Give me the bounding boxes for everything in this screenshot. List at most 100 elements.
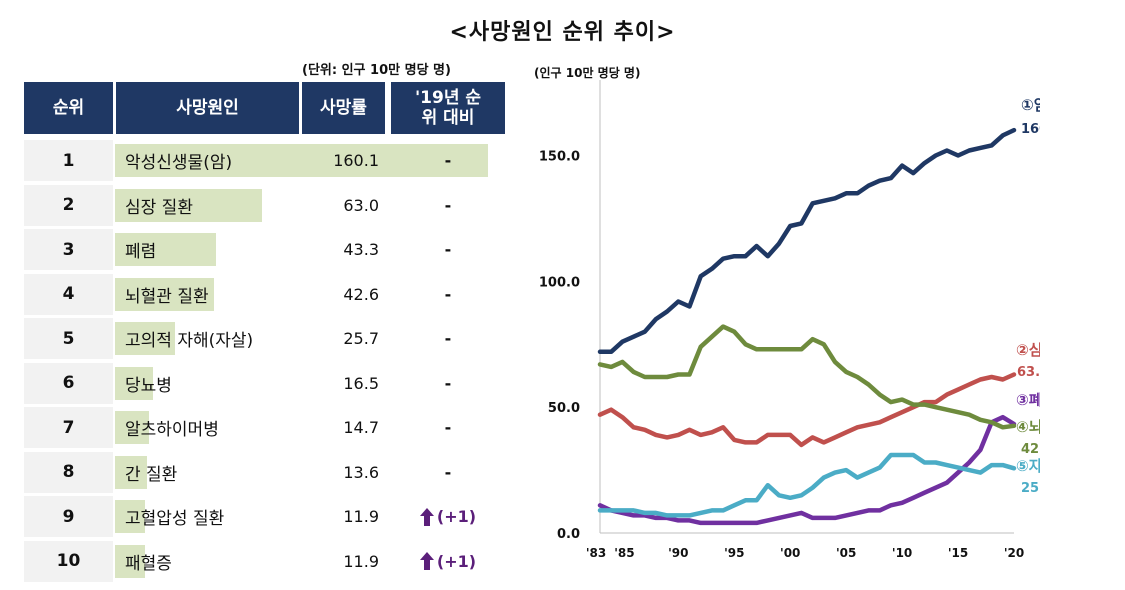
trend-chart: (인구 10만 명당 명) 0.0 50.0 100.0 150.0 '83 '85 '90 '… [534, 65, 1040, 560]
cause-cell: 악성신생물(암) [125, 153, 233, 173]
rank-cell: 5 [24, 318, 113, 359]
y-tick-label: 0.0 [557, 527, 580, 542]
compare-text: - [444, 462, 452, 482]
rate-cell: 14.7 [343, 418, 379, 437]
rank-cell: 3 [24, 229, 113, 270]
cause-cell: 뇌혈관 질환 [125, 286, 209, 307]
table-row: 4 뇌혈관 질환 42.6 - [23, 273, 505, 315]
table-row: 9 고혈압성 질환 11.9 (+1) [23, 496, 505, 537]
page-title: <사망원인 순위 추이> [449, 20, 676, 45]
compare-text: - [444, 240, 452, 259]
rank-cell: 1 [24, 140, 113, 181]
rank-cell: 8 [24, 451, 113, 493]
table-row: 10 패혈증 11.9 (+1) [23, 540, 505, 582]
x-tick-label: '85 [614, 546, 634, 560]
series-end-value: 25.7 [1021, 481, 1040, 496]
cause-cell: 패혈증 [125, 553, 172, 574]
compare-cell: - [391, 407, 505, 448]
x-tick-label: '05 [836, 546, 856, 560]
rate-cell: 11.9 [343, 507, 379, 526]
rank-cell: 6 [24, 362, 113, 404]
up-arrow-icon [419, 507, 434, 526]
y-tick-label: 50.0 [548, 401, 580, 416]
x-tick-label: '15 [948, 546, 968, 560]
rate-bar [115, 233, 216, 266]
rate-bar [115, 322, 175, 355]
table-row: 1 악성신생물(암) 160.1 - [23, 140, 505, 181]
rate-cell: 43.3 [343, 240, 379, 259]
compare-cell: (+1) [391, 541, 505, 582]
series-line-suicide [597, 452, 1017, 518]
series-end-value: 42.6 [1021, 442, 1040, 457]
rate-bar [115, 411, 150, 444]
compare-cell: - [391, 318, 505, 359]
rate-cell: 160.1 [333, 151, 379, 170]
x-tick-label: '90 [668, 546, 688, 560]
rank-cell: 7 [24, 407, 113, 448]
rate-bar [115, 144, 488, 177]
rate-cell: 42.6 [343, 284, 379, 304]
compare-text: - [444, 329, 452, 348]
x-tick-label: '10 [892, 546, 912, 560]
y-axis-label: (인구 10만 명당 명) [534, 65, 640, 80]
compare-text: - [444, 373, 452, 393]
header-rate: 사망률 [302, 82, 385, 134]
header-cause: 사망원인 [116, 82, 299, 134]
series-end-value: 63.0 [1017, 365, 1040, 380]
rate-bar [115, 500, 145, 533]
y-tick-label: 100.0 [539, 275, 580, 290]
series-line-cerebro [597, 324, 1017, 430]
rank-cell: 9 [24, 496, 113, 537]
rate-cell: 63.0 [343, 195, 379, 215]
header-compare: '19년 순위 대비 [391, 82, 505, 134]
table-row: 2 심장 질환 63.0 - [23, 184, 505, 226]
compare-text: (+1) [436, 507, 477, 526]
series-line-cancer [597, 127, 1017, 355]
header-rank: 순위 [24, 82, 113, 134]
table-row: 3 폐렴 43.3 - [23, 229, 505, 270]
cause-cell: 고혈압성 질환 [125, 509, 225, 529]
table-row: 6 당뇨병 16.5 - [23, 362, 505, 404]
series-label: ⑤자살 [1016, 457, 1040, 475]
compare-cell: - [391, 274, 505, 315]
rate-cell: 11.9 [343, 551, 379, 571]
series-line-pneumonia [597, 414, 1017, 526]
series-line-heart [597, 372, 1017, 448]
cause-cell: 알츠하이머병 [125, 420, 219, 440]
compare-text: - [444, 284, 452, 304]
series-label: ③폐렴 [1016, 391, 1040, 409]
rank-cell: 4 [24, 273, 113, 315]
rate-bar [115, 277, 215, 311]
cause-cell: 당뇨병 [125, 375, 172, 396]
rate-bar [115, 544, 145, 578]
x-tick-label: '83 [586, 546, 606, 560]
compare-text: - [444, 195, 452, 215]
x-tick-label: '00 [780, 546, 800, 560]
cause-cell: 고의적 자해(자살) [125, 331, 254, 351]
compare-cell: (+1) [391, 496, 505, 537]
rate-cell: 13.6 [343, 462, 379, 482]
rate-cell: 25.7 [343, 329, 379, 348]
rank-cell: 2 [24, 184, 113, 226]
series-end-value: 160.1 [1021, 122, 1040, 137]
compare-cell: - [391, 363, 505, 404]
compare-cell: - [391, 229, 505, 270]
rate-bar [115, 366, 154, 400]
table-unit-note: (단위: 인구 10만 명당 명) [302, 63, 451, 78]
series-label: ①암 [1021, 96, 1040, 114]
cause-cell: 심장 질환 [125, 197, 193, 218]
compare-text: - [444, 418, 452, 437]
y-tick-label: 150.0 [539, 150, 580, 165]
table-row: 8 간 질환 13.6 - [23, 451, 505, 493]
x-tick-label: '95 [724, 546, 744, 560]
x-tick-label: '20 [1004, 546, 1024, 560]
compare-cell: - [391, 452, 505, 493]
rank-cell: 10 [24, 540, 113, 582]
table-row: 5 고의적 자해(자살) 25.7 - [23, 318, 505, 359]
compare-text: (+1) [436, 551, 477, 571]
compare-cell: - [391, 140, 505, 181]
rate-bar [115, 455, 147, 489]
rate-bar [115, 188, 262, 222]
up-arrow-icon [419, 552, 434, 570]
